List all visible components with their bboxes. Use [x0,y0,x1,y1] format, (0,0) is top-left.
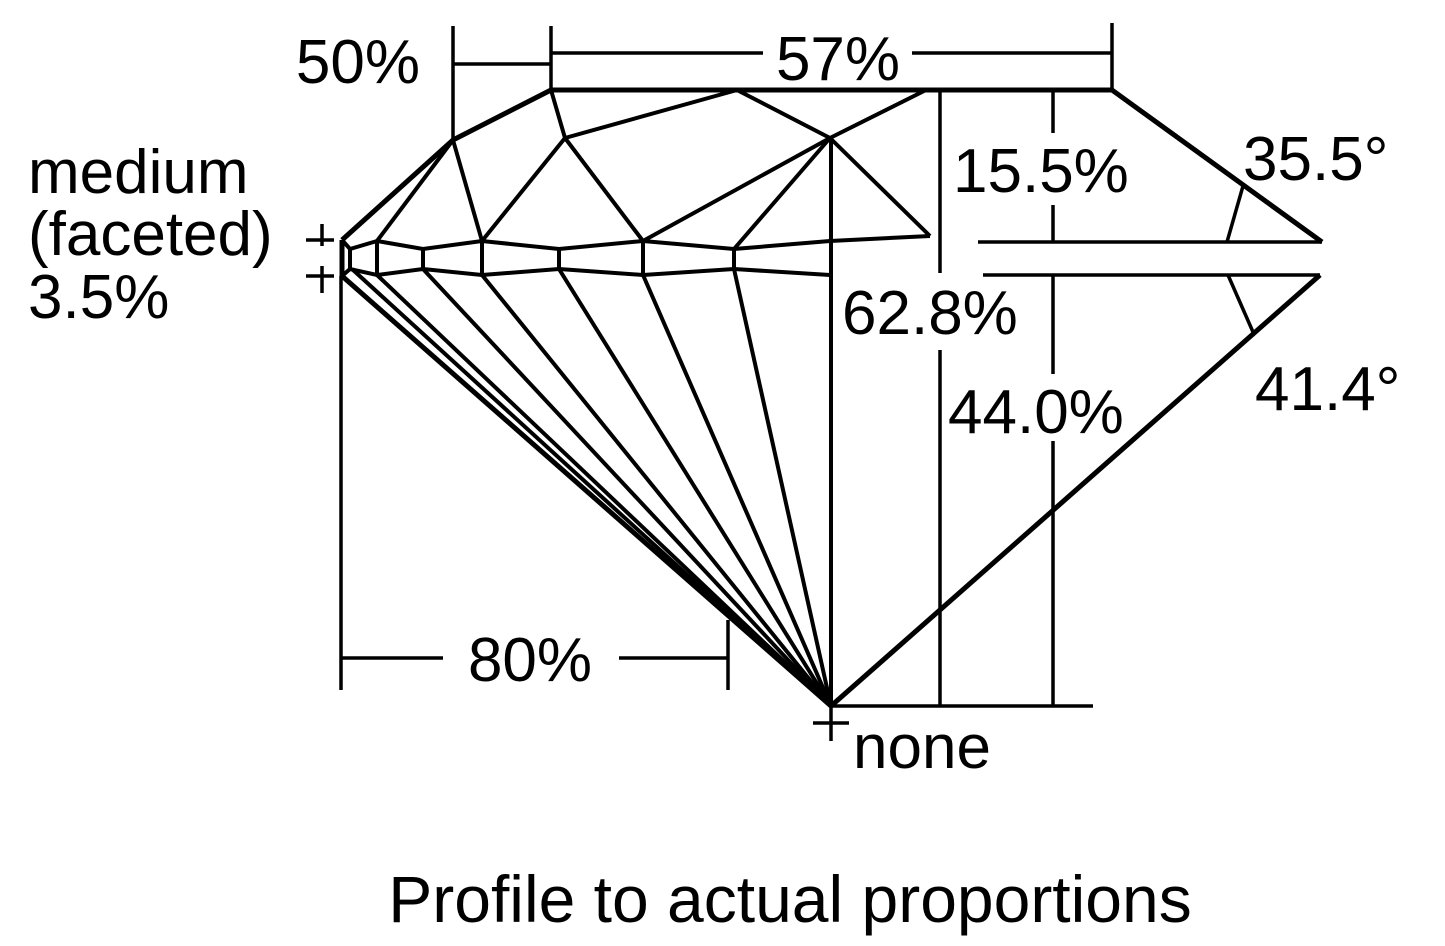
crown-facet-line [451,139,484,242]
pavilion-facets [350,267,833,708]
crown-silhouette-left-upper [451,87,553,143]
pavilion-facet-line [350,267,833,708]
pavilion-facet-line [557,267,833,708]
pavilion-facet-line [421,267,833,708]
pavilion-facet-line [641,274,833,707]
crown-silhouette-left-lower [340,138,455,242]
pavilion-facet-line [375,273,833,708]
girdle-top-edge [340,234,931,252]
girdle-bottom-edge [340,266,831,278]
label-girdle-thickness-line1: medium [28,138,249,207]
label-girdle-thickness-line3: 3.5% [28,263,169,332]
pavilion-facet-line [480,273,833,708]
crown-facet-line [828,136,932,238]
crown-facet-line [736,88,831,140]
crown-facet-line [549,89,567,139]
label-pavilion-depth: 44.0% [948,378,1124,447]
crown-facet-line [732,136,832,251]
dimension-lines [306,23,1322,741]
crown-facet-line [829,88,927,140]
label-star-facet-length: 50% [296,28,420,97]
crown-facet-line [642,136,831,243]
crown-facet-line [480,136,567,243]
label-lower-girdle-length: 80% [468,626,592,695]
diamond-outline [339,87,1324,708]
labels: 50% 57% medium (faceted) 3.5% 15.5% 35.5… [28,25,1400,936]
label-crown-height: 15.5% [953,137,1129,206]
girdle-band [340,234,931,278]
label-culet: none [853,713,991,782]
label-girdle-thickness-line2: (faceted) [28,200,273,269]
pavilion-angle-wedge [1226,274,1255,333]
crown-facet-line [563,136,645,243]
label-total-depth: 62.8% [842,279,1018,348]
label-table-width: 57% [776,25,900,94]
label-crown-angle: 35.5° [1243,125,1388,194]
figure-caption: Profile to actual proportions [388,862,1191,936]
pavilion-silhouette-right [829,273,1322,708]
crown-angle-wedge [1225,185,1245,243]
crown-facet-line [564,88,738,140]
label-pavilion-angle: 41.4° [1255,355,1400,424]
pavilion-facet-line [732,268,833,707]
crown-facets [375,88,932,706]
crown-silhouette-right [1110,87,1324,245]
crown-facet-line [375,138,455,243]
